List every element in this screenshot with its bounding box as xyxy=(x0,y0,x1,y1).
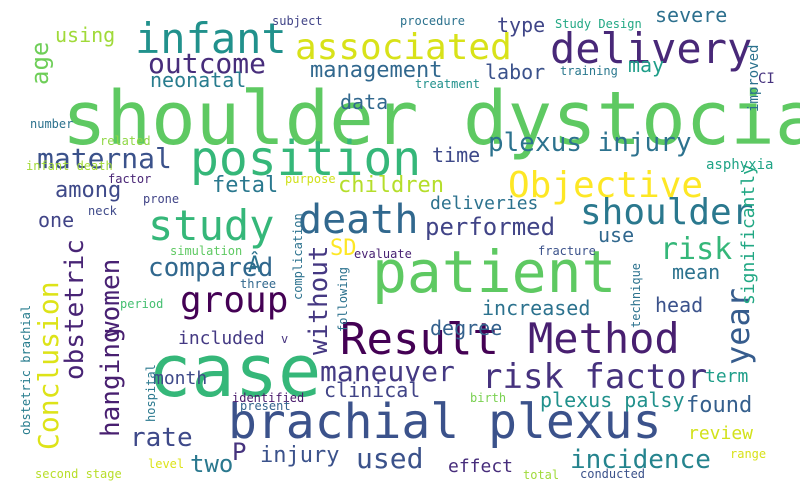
word-two: two xyxy=(190,450,234,478)
word-p: P xyxy=(232,438,247,466)
word-complication: complication xyxy=(291,213,305,300)
word-fracture: fracture xyxy=(538,244,596,258)
word-present: present xyxy=(240,399,291,413)
word-total: total xyxy=(523,468,560,482)
word-compared: compared xyxy=(148,253,274,283)
word-group: group xyxy=(180,280,289,321)
word-: Â xyxy=(248,253,262,278)
word-maneuver: maneuver xyxy=(320,355,455,388)
word-v: v xyxy=(281,332,289,346)
word-infant-death: infant death xyxy=(26,159,113,173)
word-significantly: significantly xyxy=(738,164,759,305)
word-number: number xyxy=(30,117,74,131)
word-outcome: outcome xyxy=(148,47,267,80)
word-second-stage: second stage xyxy=(35,467,122,481)
word-head: head xyxy=(655,293,704,317)
word-range: range xyxy=(730,447,767,461)
word-evaluate: evaluate xyxy=(354,247,412,261)
word-used: used xyxy=(356,442,424,475)
word-among: among xyxy=(55,178,122,203)
word-obstetric-brachial: obstetric brachial xyxy=(19,304,33,435)
word-factor: factor xyxy=(108,172,152,186)
word-simulation: simulation xyxy=(170,244,243,258)
word-plexus-palsy: plexus palsy xyxy=(540,388,685,412)
word-study-design: Study Design xyxy=(555,17,642,31)
word-death: death xyxy=(298,197,419,243)
word-incidence: incidence xyxy=(570,445,711,475)
word-subject: subject xyxy=(272,14,323,28)
word-month: month xyxy=(153,368,208,389)
word-review: review xyxy=(688,423,754,444)
word-shoulder-dystocia: shoulder dystocia xyxy=(62,76,800,162)
word-sd: SD xyxy=(330,236,357,261)
word-age: age xyxy=(26,41,54,85)
word-included: included xyxy=(178,328,265,349)
word-increased: increased xyxy=(482,296,591,320)
word-labor: labor xyxy=(485,60,546,84)
word-three: three xyxy=(240,277,277,291)
word-one: one xyxy=(38,208,75,232)
word-use: use xyxy=(598,223,635,247)
word-term: term xyxy=(705,366,749,387)
word-prone: prone xyxy=(143,192,180,206)
word-neck: neck xyxy=(88,204,117,218)
word-injury: injury xyxy=(260,443,340,468)
word-without: without xyxy=(304,245,334,355)
word-deliveries: deliveries xyxy=(430,193,539,214)
word-clinical: clinical xyxy=(324,378,421,402)
word-effect: effect xyxy=(448,456,514,477)
word-using: using xyxy=(55,23,116,47)
word-data: data xyxy=(340,90,389,114)
word-mean: mean xyxy=(672,260,721,284)
word-case: case xyxy=(148,329,322,413)
word-maternal: maternal xyxy=(37,142,172,175)
word-identified: identified xyxy=(232,391,305,405)
word-asphyxia: asphyxia xyxy=(706,157,774,173)
word-type: type xyxy=(497,13,546,37)
word-time: time xyxy=(432,143,481,167)
word-hanging: hanging xyxy=(96,327,126,437)
word-following: following xyxy=(336,266,350,332)
word-related: related xyxy=(100,134,151,148)
word-shoulder: shoulder xyxy=(580,192,754,233)
word-degree: degree xyxy=(430,316,503,340)
word-conducted: conducted xyxy=(580,467,646,481)
word-training: training xyxy=(560,64,618,78)
word-level: level xyxy=(148,457,185,471)
word-purpose: purpose xyxy=(285,172,336,186)
word-risk-factor: risk factor xyxy=(482,357,708,397)
word-objective: Objective xyxy=(508,165,704,206)
word-neonatal: neonatal xyxy=(150,68,247,92)
word-plexus-injury: plexus injury xyxy=(488,128,692,158)
word-obstetric: obstetric xyxy=(60,239,90,380)
word-children: children xyxy=(338,173,444,198)
word-management: management xyxy=(310,58,443,83)
word-delivery: delivery xyxy=(550,24,753,73)
word-treatment: treatment xyxy=(415,77,481,91)
word-period: period xyxy=(120,297,164,311)
word-conclusion: Conclusion xyxy=(32,281,65,450)
word-may: may xyxy=(628,53,665,77)
word-associated: associated xyxy=(295,27,512,68)
word-risk: risk xyxy=(660,232,733,267)
word-performed: performed xyxy=(425,213,556,241)
word-ci: CI xyxy=(758,71,775,87)
word-hospital: hospital xyxy=(144,364,158,422)
word-result: Result xyxy=(340,314,499,365)
word-birth: birth xyxy=(470,391,507,405)
word-fetal: fetal xyxy=(212,173,279,198)
word-position: position xyxy=(190,131,422,187)
word-patient: patient xyxy=(372,238,617,306)
word-rate: rate xyxy=(130,423,193,453)
word-method: Method xyxy=(528,314,680,363)
word-brachial-plexus: brachial plexus xyxy=(228,394,662,450)
word-study: study xyxy=(148,201,275,250)
word-technique: technique xyxy=(629,262,643,328)
word-infant: infant xyxy=(135,14,287,63)
word-severe: severe xyxy=(655,3,728,27)
word-procedure: procedure xyxy=(400,14,466,28)
word-found: found xyxy=(686,393,753,418)
